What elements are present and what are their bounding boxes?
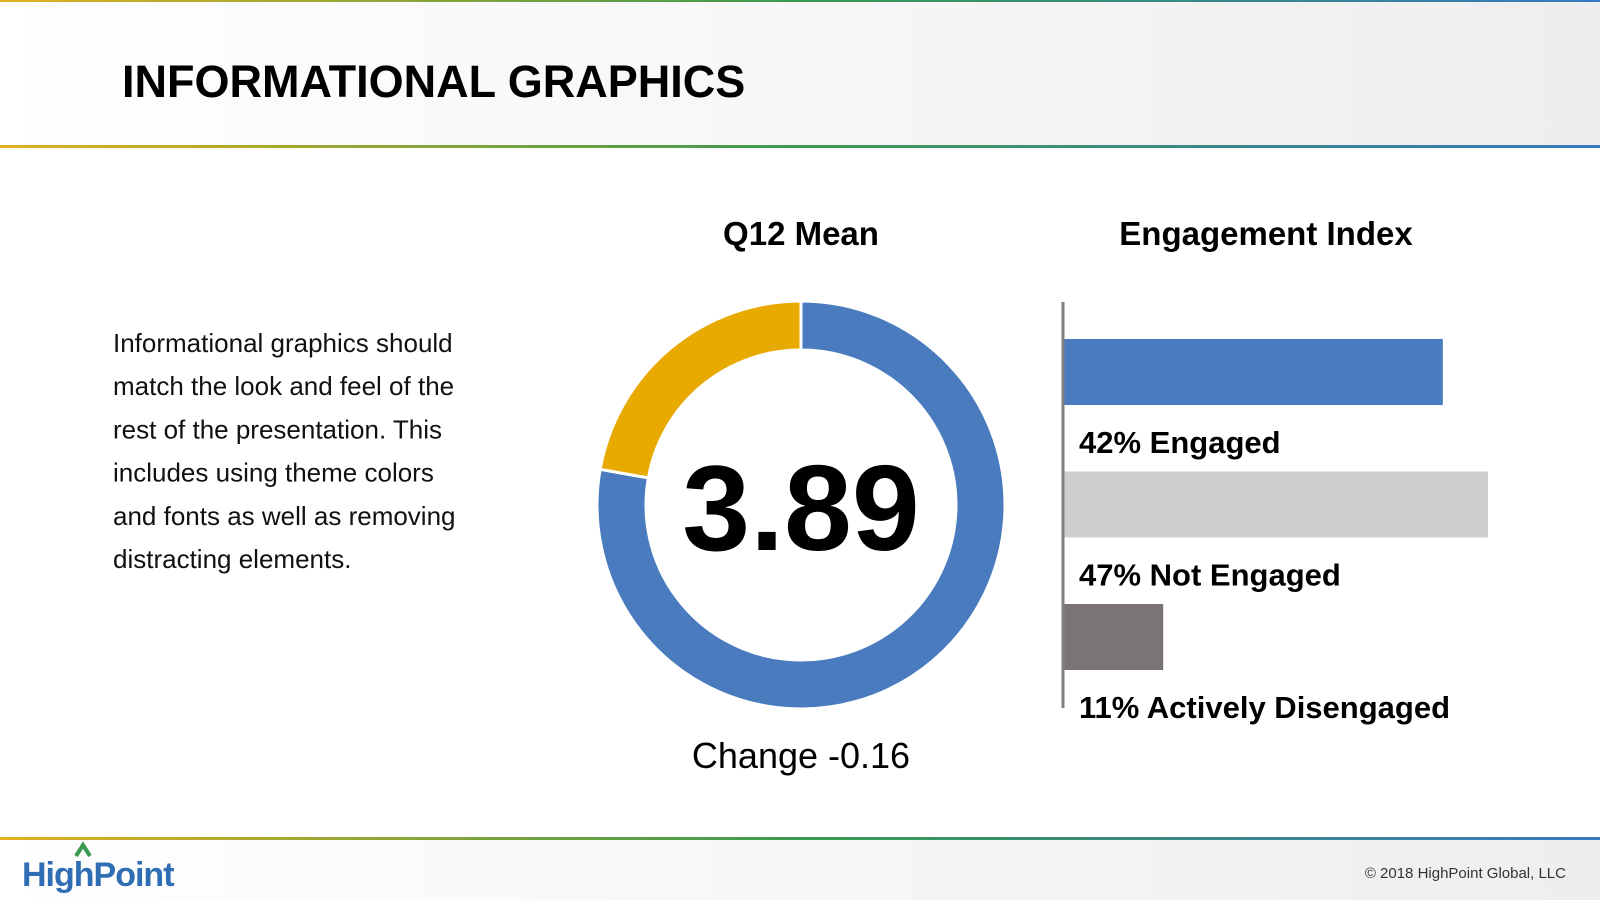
slide-title: INFORMATIONAL GRAPHICS xyxy=(122,56,745,107)
bar xyxy=(1064,339,1443,405)
footer-rule xyxy=(0,837,1600,840)
top-rule xyxy=(0,0,1600,2)
bar xyxy=(1064,604,1164,670)
body-line: Informational graphics should xyxy=(113,328,453,358)
bar xyxy=(1064,471,1488,538)
bar-label: 47% Not Engaged xyxy=(1079,558,1341,593)
footer-band xyxy=(0,838,1600,900)
logo: HighPoint xyxy=(22,856,174,894)
logo-mark xyxy=(74,841,92,858)
header-rule xyxy=(0,145,1600,148)
copyright: © 2018 HighPoint Global, LLC xyxy=(1365,865,1566,882)
body-line: distracting elements. xyxy=(113,544,351,574)
chart-title: Engagement Index xyxy=(1119,215,1413,252)
body-line: and fonts as well as removing xyxy=(113,501,456,531)
donut-segment xyxy=(595,299,1007,711)
body-line: includes using theme colors xyxy=(113,458,434,488)
body-line: match the look and feel of the xyxy=(113,371,454,401)
bar-label: 11% Actively Disengaged xyxy=(1079,690,1450,725)
change-note: Change -0.16 xyxy=(692,735,910,776)
bar-label: 42% Engaged xyxy=(1079,425,1281,460)
donut-segment xyxy=(598,299,803,480)
body-line: rest of the presentation. This xyxy=(113,414,442,444)
header-band xyxy=(0,0,1600,146)
center-value: 3.89 xyxy=(682,440,919,576)
chart-title: Q12 Mean xyxy=(723,215,879,252)
